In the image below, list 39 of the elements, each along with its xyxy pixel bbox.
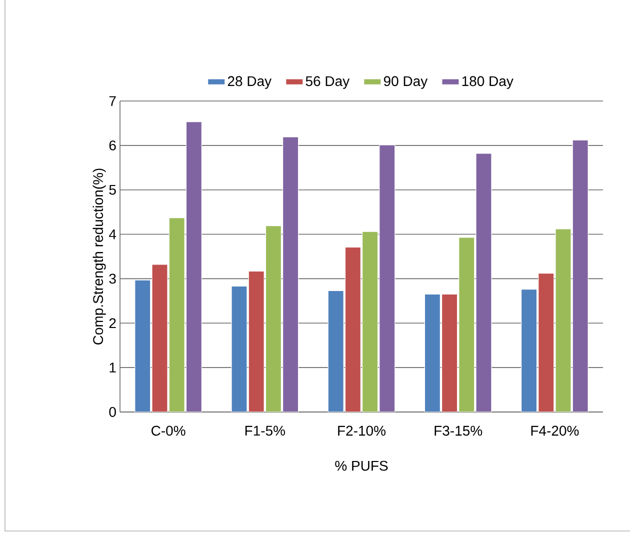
x-axis-title: % PUFS — [335, 460, 388, 471]
bar — [152, 264, 168, 412]
bar — [424, 294, 440, 412]
bar — [265, 226, 282, 412]
bar — [282, 136, 299, 412]
bar — [441, 294, 458, 412]
bar — [572, 140, 588, 412]
legend-label: 28 Day — [228, 76, 272, 89]
y-tick-label: 4 — [109, 229, 116, 240]
y-tick-label: 2 — [109, 318, 116, 328]
bar — [476, 153, 492, 412]
y-tick-label: 0 — [109, 407, 116, 417]
bar — [328, 290, 344, 412]
bar — [168, 218, 185, 412]
bar — [231, 286, 248, 412]
bar — [538, 273, 554, 412]
bar — [458, 237, 475, 412]
bar — [555, 228, 572, 412]
y-tick-label: 3 — [109, 274, 116, 284]
legend-label: 56 Day — [306, 76, 350, 89]
legend-label: 180 Day — [462, 76, 514, 89]
x-tick-label: F3-15% — [434, 426, 482, 436]
x-tick-label: C-0% — [152, 426, 186, 436]
bar — [134, 280, 151, 412]
y-tick-label: 6 — [109, 140, 116, 150]
y-tick-label: 1 — [110, 362, 116, 372]
legend-label: 90 Day — [384, 76, 428, 89]
bar — [379, 144, 396, 412]
y-axis-title: Comp.Strength reduction(%) — [92, 168, 106, 344]
bar — [362, 231, 378, 412]
bar — [186, 122, 202, 412]
bar — [520, 289, 538, 412]
y-tick-label: 7 — [109, 96, 116, 106]
y-tick-label: 5 — [109, 184, 116, 195]
bar — [344, 246, 361, 412]
x-tick-label: F2-10% — [338, 426, 386, 436]
x-tick-label: F1-5% — [245, 426, 286, 436]
bar — [248, 270, 264, 412]
x-tick-label: F4-20% — [531, 426, 579, 436]
